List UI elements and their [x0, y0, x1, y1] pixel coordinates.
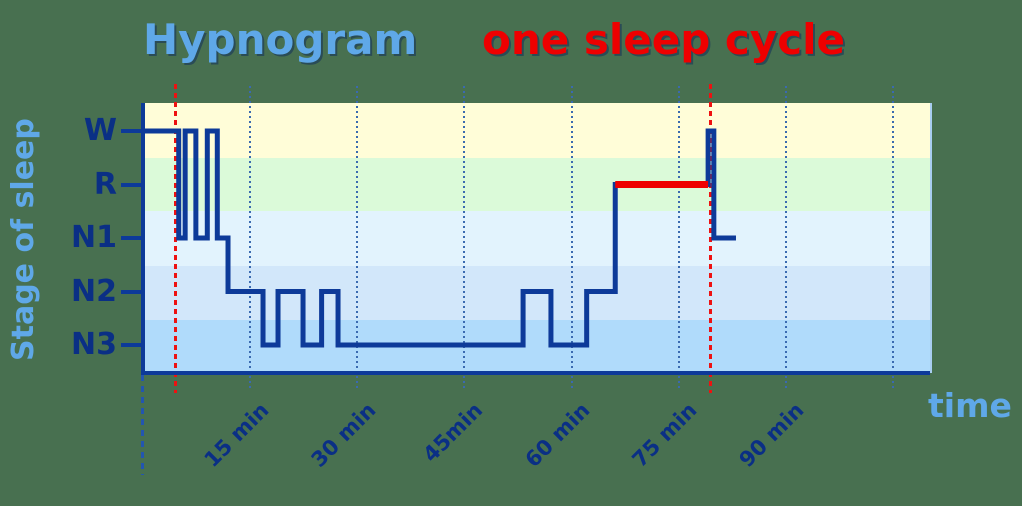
stage-band-rem: [143, 158, 930, 211]
stage-label-n3: N3: [71, 327, 117, 362]
gridline-105min: [892, 86, 895, 390]
y-tick-n3: [121, 343, 143, 347]
gridline-30min: [356, 86, 359, 390]
y-axis-dashed-extension: [141, 375, 144, 475]
stage-band-wake: [143, 103, 930, 158]
x-axis-line: [141, 371, 930, 375]
cycle-marker-end: [709, 84, 713, 393]
sleep-stage-step-line: [143, 128, 736, 348]
gridline-75min: [677, 86, 680, 390]
gridline-45min: [463, 86, 466, 390]
y-tick-w: [121, 129, 143, 133]
chart-title: Hypnogram: [143, 15, 418, 64]
y-axis-line: [141, 103, 145, 375]
y-tick-n2: [121, 289, 143, 294]
gridline-60min: [570, 86, 573, 390]
stage-band-n1: [143, 211, 930, 266]
y-tick-r: [121, 182, 143, 187]
x-axis-title: time: [928, 386, 1012, 425]
stage-label-n2: N2: [71, 273, 117, 309]
stage-label-r: R: [93, 166, 117, 202]
gridline-15min: [249, 86, 252, 390]
cycle-marker-start: [174, 84, 178, 393]
chart-subtitle-cycle: one sleep cycle: [482, 15, 845, 64]
y-tick-n1: [121, 236, 143, 240]
stage-label-n1: N1: [71, 220, 117, 255]
gridline-90min: [784, 86, 787, 390]
stage-label-w: W: [83, 113, 117, 148]
